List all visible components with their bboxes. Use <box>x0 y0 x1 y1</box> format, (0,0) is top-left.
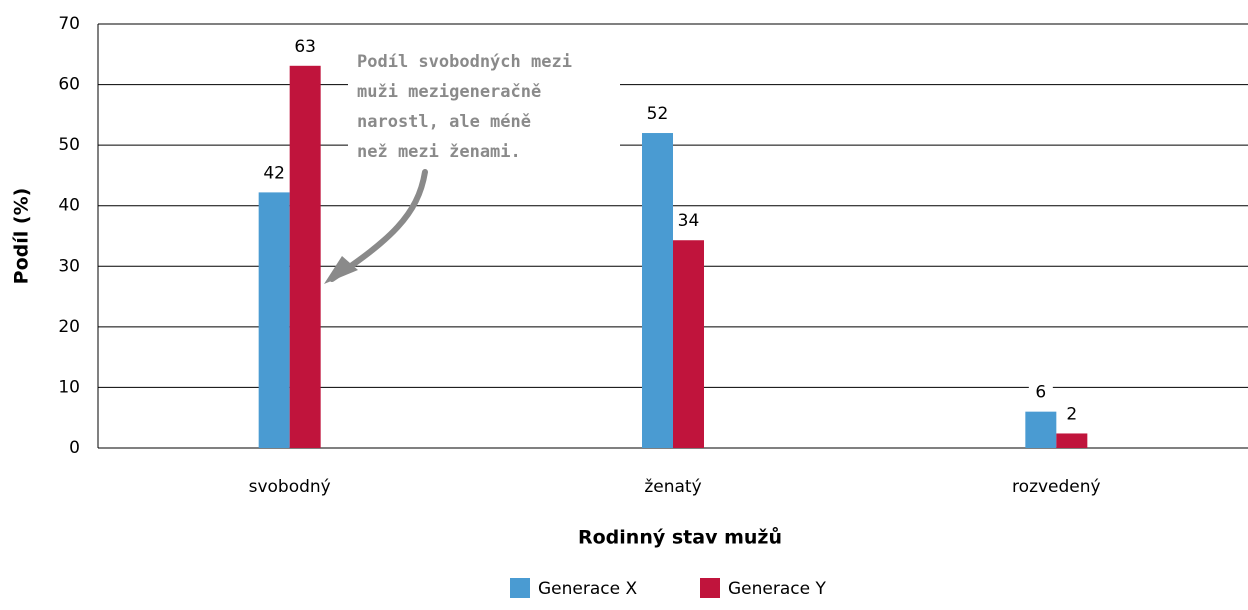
bar <box>642 133 673 448</box>
y-tick-label: 40 <box>58 196 80 216</box>
bar <box>1056 433 1088 448</box>
x-axis-label: Rodinný stav mužů <box>578 526 782 549</box>
annotation-arrowhead <box>324 256 358 284</box>
x-tick-label: svobodný <box>249 477 331 497</box>
y-tick-label: 50 <box>58 135 80 155</box>
annotation: narostl, ale méně <box>357 112 531 132</box>
value-label: 42 <box>263 163 285 183</box>
label-bg <box>293 34 318 57</box>
legend-swatch <box>510 578 530 598</box>
bar <box>673 240 704 448</box>
y-axis-label: Podíl (%) <box>11 188 33 285</box>
annotation: Podíl svobodných mezi <box>357 52 572 72</box>
legend-label: Generace Y <box>728 579 826 599</box>
x-tick-label: ženatý <box>644 477 701 497</box>
bar <box>289 65 321 449</box>
bar <box>1025 411 1057 448</box>
label-bg <box>262 161 287 184</box>
value-label: 6 <box>1035 383 1046 403</box>
value-label: 63 <box>294 37 316 57</box>
legend-swatch <box>700 578 720 598</box>
label-bg <box>1028 380 1053 403</box>
annotation: muži mezigeneračně <box>357 82 541 102</box>
annotation-bg <box>348 44 620 168</box>
y-tick-label: 0 <box>69 438 80 458</box>
bar <box>258 192 290 448</box>
y-tick-label: 20 <box>58 317 80 337</box>
y-tick-label: 70 <box>58 14 80 34</box>
y-tick-label: 30 <box>58 256 80 276</box>
label-bg <box>645 102 670 125</box>
value-label: 52 <box>647 104 669 124</box>
x-tick-label: rozvedený <box>1012 477 1101 497</box>
annotation: než mezi ženami. <box>357 142 521 162</box>
value-label: 34 <box>678 211 700 231</box>
value-label: 2 <box>1066 404 1077 424</box>
y-tick-label: 10 <box>58 377 80 397</box>
label-bg <box>1059 402 1084 425</box>
legend-label: Generace X <box>538 579 637 599</box>
label-bg <box>676 209 701 232</box>
y-tick-label: 60 <box>58 75 80 95</box>
